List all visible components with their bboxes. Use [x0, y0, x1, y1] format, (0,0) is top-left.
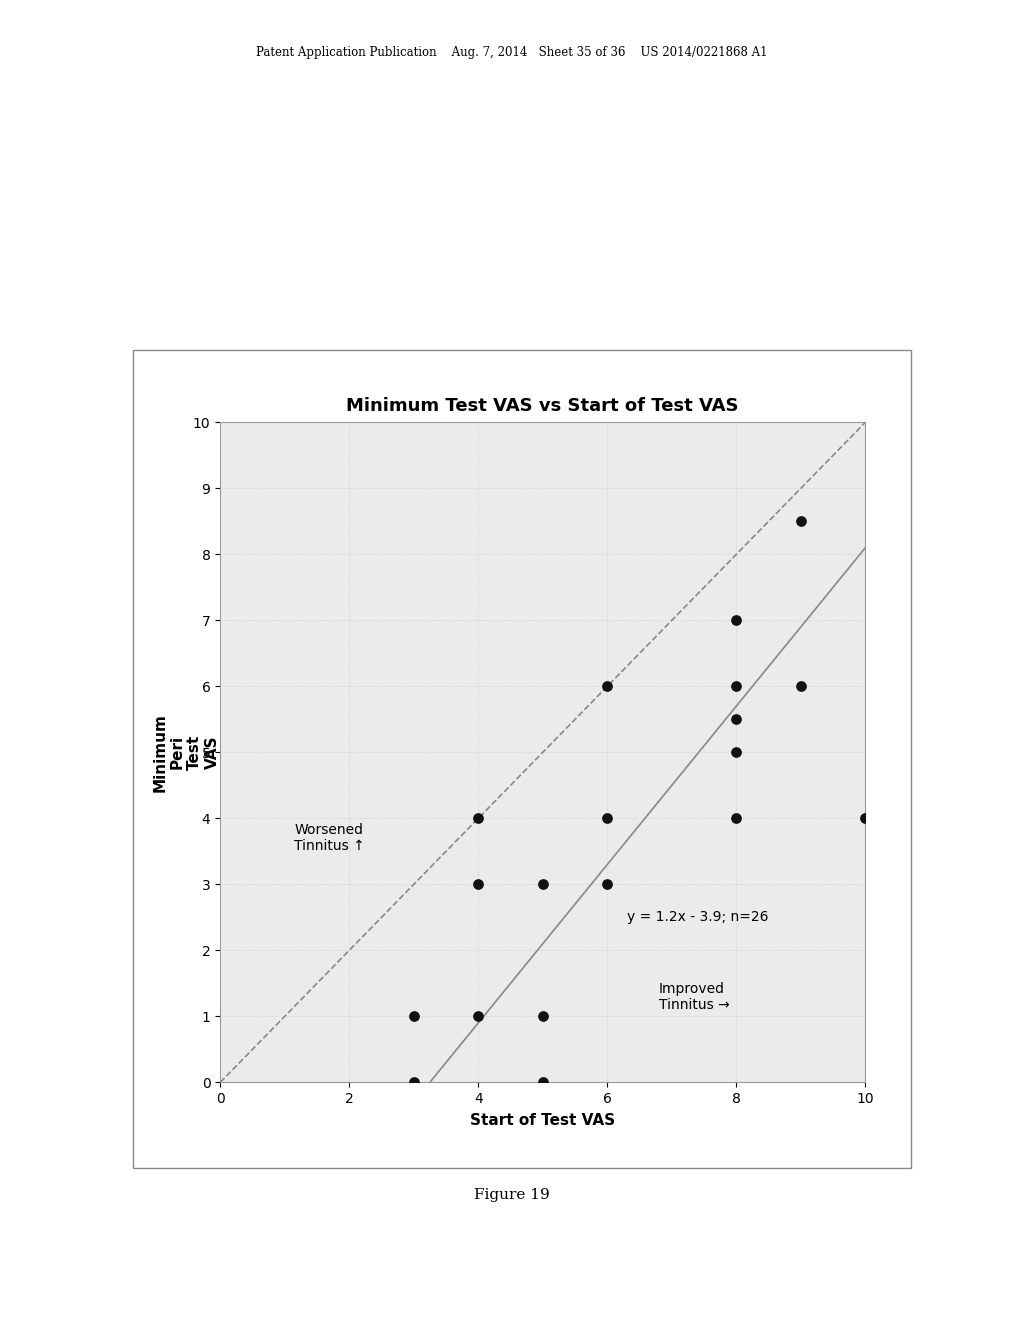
Point — [599, 676, 615, 697]
Point — [793, 511, 809, 532]
Text: Worsened
Tinnitus ↑: Worsened Tinnitus ↑ — [294, 824, 366, 853]
Point — [470, 808, 486, 829]
Point — [599, 874, 615, 895]
Point — [793, 676, 809, 697]
Point — [728, 709, 744, 730]
Text: Patent Application Publication    Aug. 7, 2014   Sheet 35 of 36    US 2014/02218: Patent Application Publication Aug. 7, 2… — [256, 46, 768, 59]
Point — [728, 742, 744, 763]
Point — [535, 874, 551, 895]
Point — [406, 1006, 422, 1027]
Point — [535, 1072, 551, 1093]
Point — [470, 874, 486, 895]
Text: Improved
Tinnitus →: Improved Tinnitus → — [658, 982, 729, 1011]
Point — [728, 610, 744, 631]
Point — [599, 808, 615, 829]
Text: y = 1.2x - 3.9; n=26: y = 1.2x - 3.9; n=26 — [627, 911, 768, 924]
Title: Minimum Test VAS vs Start of Test VAS: Minimum Test VAS vs Start of Test VAS — [346, 397, 739, 416]
Point — [535, 1006, 551, 1027]
Point — [857, 808, 873, 829]
X-axis label: Start of Test VAS: Start of Test VAS — [470, 1113, 615, 1129]
Text: Figure 19: Figure 19 — [474, 1188, 550, 1201]
Point — [728, 676, 744, 697]
Point — [728, 808, 744, 829]
Point — [470, 1006, 486, 1027]
Point — [406, 1072, 422, 1093]
Y-axis label: Minimum
Peri
Test
VAS: Minimum Peri Test VAS — [153, 713, 219, 792]
